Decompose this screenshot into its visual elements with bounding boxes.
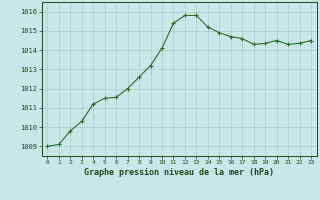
X-axis label: Graphe pression niveau de la mer (hPa): Graphe pression niveau de la mer (hPa) — [84, 168, 274, 177]
